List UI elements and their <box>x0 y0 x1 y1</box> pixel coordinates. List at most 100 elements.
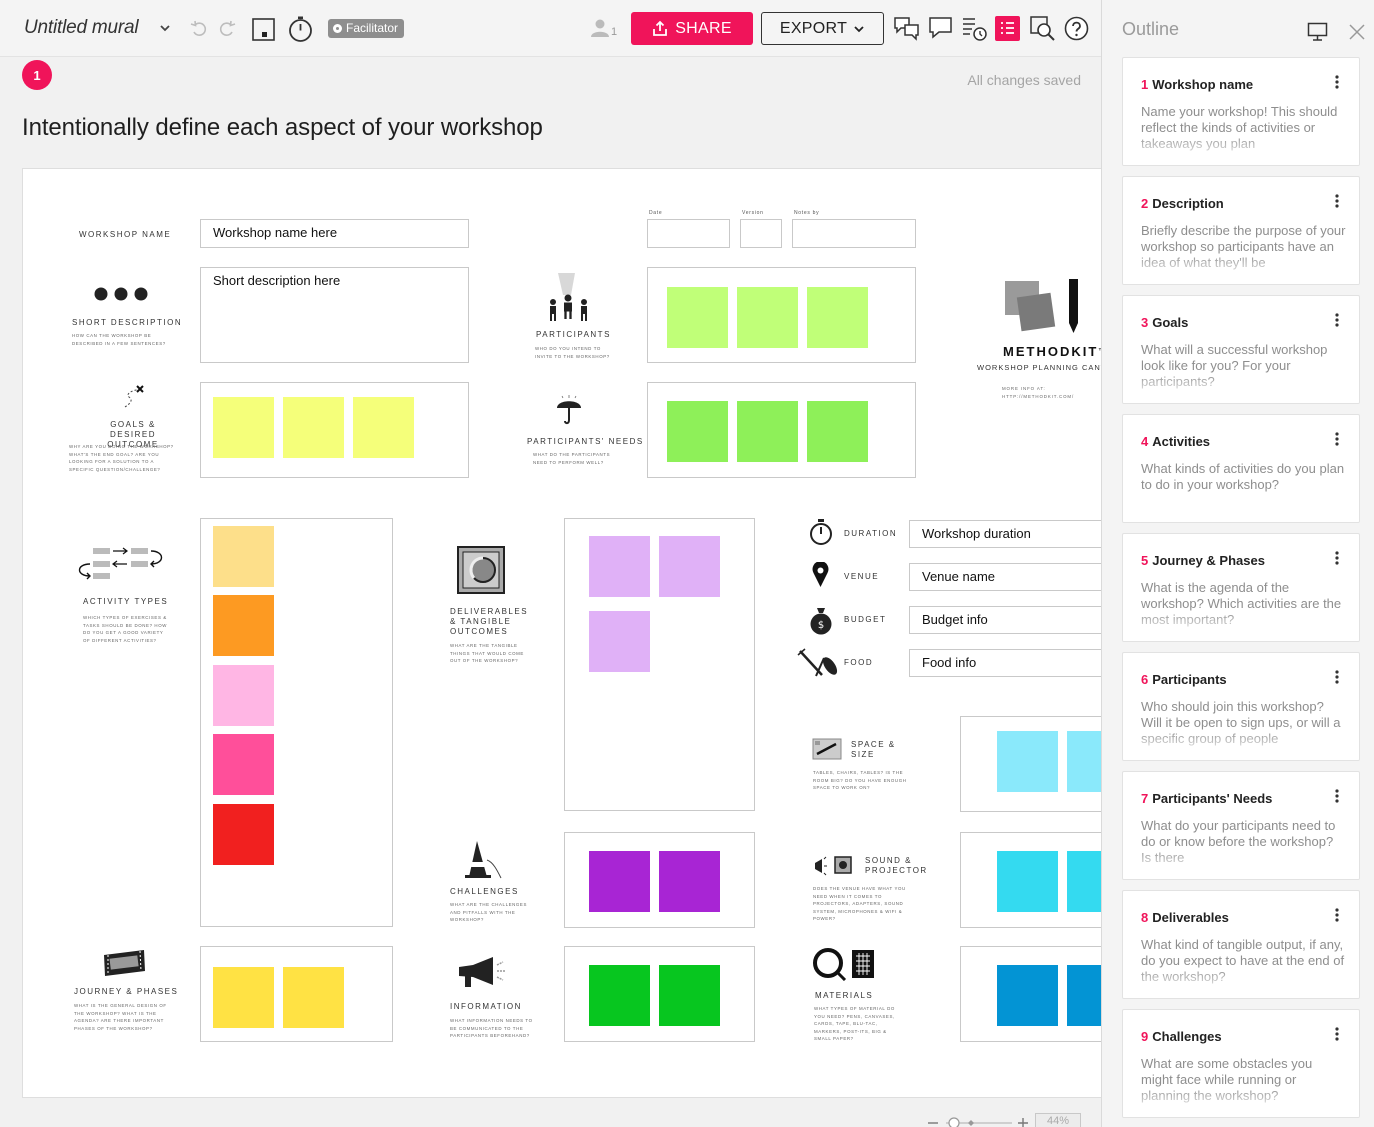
dots-icon <box>94 287 148 301</box>
venue-field[interactable]: Venue name <box>909 563 1101 591</box>
help-icon[interactable] <box>1064 16 1089 41</box>
sticky-note[interactable] <box>213 665 274 726</box>
sticky-note[interactable] <box>213 526 274 587</box>
zoom-slider[interactable] <box>920 1114 1032 1127</box>
share-label: SHARE <box>675 19 732 37</box>
chevron-down-icon[interactable] <box>158 21 172 35</box>
sticky-note[interactable] <box>213 804 274 865</box>
timer-icon[interactable] <box>287 15 314 43</box>
more-options-icon[interactable] <box>1335 1027 1339 1041</box>
duration-field[interactable]: Workshop duration <box>909 520 1101 548</box>
notification-badge[interactable]: 1 <box>22 60 52 90</box>
mural-title[interactable]: Untitled mural <box>24 17 139 38</box>
sticky-note[interactable] <box>997 965 1058 1026</box>
undo-icon[interactable] <box>189 19 209 39</box>
sticky-note[interactable] <box>997 731 1058 792</box>
outline-card[interactable]: 4 Activities What kinds of activities do y… <box>1122 414 1360 523</box>
challenges-label: Challenges <box>450 887 519 896</box>
sticky-note[interactable] <box>589 965 650 1026</box>
sticky-note[interactable] <box>353 397 414 458</box>
close-icon[interactable] <box>1348 23 1366 41</box>
sticky-note[interactable] <box>1067 965 1101 1026</box>
sticky-note[interactable] <box>807 401 868 462</box>
svg-text:$: $ <box>818 620 824 631</box>
outline-card-fade <box>1123 1087 1359 1117</box>
more-options-icon[interactable] <box>1335 194 1339 208</box>
outline-card-number: 5 <box>1141 553 1149 568</box>
outline-card-fade <box>1123 730 1359 760</box>
mural-canvas[interactable]: Workshop name Workshop name here Date Ve… <box>22 168 1101 1098</box>
outline-frame-icon[interactable] <box>251 17 276 42</box>
outline-card[interactable]: 8 Deliverables What kind of tangible outpu… <box>1122 890 1360 999</box>
redo-icon[interactable] <box>217 19 237 39</box>
outline-card-fade <box>1123 611 1359 641</box>
more-options-icon[interactable] <box>1335 432 1339 446</box>
sticky-note[interactable] <box>737 401 798 462</box>
present-icon[interactable] <box>1307 22 1328 41</box>
date-field[interactable] <box>647 219 730 248</box>
outline-card-number: 3 <box>1141 315 1149 330</box>
outline-panel-button[interactable] <box>995 16 1020 41</box>
budget-field[interactable]: Budget info <box>909 606 1101 634</box>
sticky-note[interactable] <box>659 851 720 912</box>
sticky-note[interactable] <box>213 967 274 1028</box>
methodkit-brand: METHODKIT <box>1003 344 1099 359</box>
food-field[interactable]: Food info <box>909 649 1101 677</box>
outline-card[interactable]: 9 Challenges What are some obstacles you m… <box>1122 1009 1360 1118</box>
outline-card[interactable]: 1 Workshop name Name your workshop! This s… <box>1122 57 1360 166</box>
sticky-note[interactable] <box>1067 851 1101 912</box>
sticky-note[interactable] <box>667 401 728 462</box>
area-title[interactable]: Intentionally define each aspect of your… <box>22 114 543 141</box>
sticky-note[interactable] <box>659 965 720 1026</box>
sound-label: Sound & projector <box>865 856 928 875</box>
deliverables-label: Deliverables & tangible outcomes <box>450 607 529 636</box>
short-description-field[interactable]: Short description here <box>200 267 469 363</box>
outline-card-number: 1 <box>1141 77 1149 92</box>
workshop-name-field[interactable]: Workshop name here <box>200 219 469 248</box>
comments-icon[interactable] <box>893 16 920 41</box>
facilitator-badge[interactable]: Facilitator <box>328 19 405 38</box>
outline-card-fade <box>1123 492 1359 522</box>
more-options-icon[interactable] <box>1335 313 1339 327</box>
outline-card[interactable]: 6 Participants Who should join this worksh… <box>1122 652 1360 761</box>
more-options-icon[interactable] <box>1335 75 1339 89</box>
search-icon[interactable] <box>1029 15 1056 42</box>
chat-icon[interactable] <box>928 16 953 40</box>
more-options-icon[interactable] <box>1335 908 1339 922</box>
sticky-note[interactable] <box>283 967 344 1028</box>
share-button[interactable]: SHARE <box>631 12 753 45</box>
methodkit-info: More info at: http://methodkit.com/ <box>1002 386 1075 399</box>
sticky-note[interactable] <box>659 536 720 597</box>
sticky-note[interactable] <box>737 287 798 348</box>
outline-card[interactable]: 3 Goals What will a successful workshop lo… <box>1122 295 1360 404</box>
sticky-note[interactable] <box>213 595 274 656</box>
notes-by-field[interactable] <box>792 219 916 248</box>
sticky-note[interactable] <box>589 536 650 597</box>
duration-label: Duration <box>844 529 898 538</box>
sticky-note[interactable] <box>213 734 274 795</box>
outline-card-name: Journey & Phases <box>1152 553 1265 568</box>
online-users[interactable]: 1 <box>590 18 617 38</box>
sticky-note[interactable] <box>589 611 650 672</box>
sticky-note[interactable] <box>1067 731 1101 792</box>
activity-flow-icon <box>78 547 163 580</box>
sticky-note[interactable] <box>589 851 650 912</box>
sticky-note[interactable] <box>283 397 344 458</box>
more-options-icon[interactable] <box>1335 551 1339 565</box>
sticky-note[interactable] <box>667 287 728 348</box>
zoom-level[interactable]: 44% <box>1035 1113 1081 1127</box>
export-button[interactable]: EXPORT <box>761 12 884 45</box>
food-label: Food <box>844 658 874 667</box>
sticky-note[interactable] <box>997 851 1058 912</box>
more-options-icon[interactable] <box>1335 670 1339 684</box>
outline-card[interactable]: 2 Description Briefly describe the purpose… <box>1122 176 1360 285</box>
version-field[interactable] <box>740 219 782 248</box>
more-options-icon[interactable] <box>1335 789 1339 803</box>
outline-card-fade <box>1123 968 1359 998</box>
stopwatch-icon <box>810 519 832 545</box>
sticky-note[interactable] <box>213 397 274 458</box>
outline-card[interactable]: 5 Journey & Phases What is the agenda of t… <box>1122 533 1360 642</box>
sticky-note[interactable] <box>807 287 868 348</box>
activity-log-icon[interactable] <box>961 15 988 42</box>
outline-card[interactable]: 7 Participants' Needs What do your partici… <box>1122 771 1360 880</box>
